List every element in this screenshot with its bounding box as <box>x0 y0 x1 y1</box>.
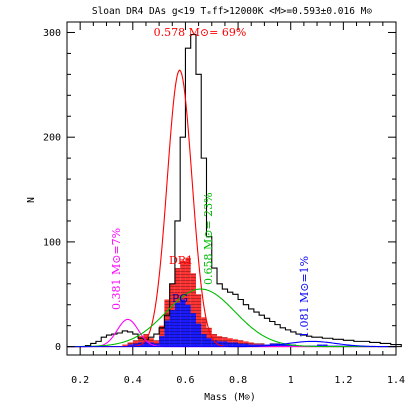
x-tick-label: 1.2 <box>334 375 352 386</box>
pg-bar <box>174 302 181 347</box>
x-tick-label: 1.4 <box>387 375 405 386</box>
chart-title: Sloan DR4 DAs g<19 Tₑff>12000K <M>=0.593… <box>92 6 373 17</box>
y-tick-label: 300 <box>43 28 61 39</box>
pg-bar <box>248 344 254 347</box>
x-tick-label: 1 <box>288 375 294 386</box>
dr1-bar <box>122 344 128 347</box>
pg-bar <box>238 343 244 347</box>
annotation-low-mass: 0.381 M⊙=7% <box>110 228 123 310</box>
annotation-main-peak: 0.578 M⊙= 69% <box>154 26 247 39</box>
dr1-bar <box>195 294 202 347</box>
dr1-bar <box>206 327 212 347</box>
pg-bar <box>227 342 233 347</box>
pg-bar <box>222 341 228 347</box>
x-tick-labels: 0.2 0.4 0.6 0.8 1 1.2 1.4 <box>71 375 405 386</box>
y-tick-label: 100 <box>43 237 61 248</box>
pg-bar <box>280 344 286 347</box>
pg-bar <box>243 343 249 347</box>
x-tick-label: 0.6 <box>176 375 194 386</box>
x-tick-label: 0.8 <box>229 375 247 386</box>
axis-ticks <box>66 22 397 355</box>
pg-bar <box>132 343 139 347</box>
gaussian-fit-3 <box>67 340 396 348</box>
pg-bar <box>322 344 328 347</box>
label-pg: PG <box>172 292 188 305</box>
pg-bar <box>143 341 149 347</box>
pg-bar <box>201 334 207 347</box>
plot-frame <box>66 21 397 356</box>
pg-bar <box>190 313 196 347</box>
x-tick-label: 0.2 <box>71 375 89 386</box>
gaussian-fit-curves <box>67 69 396 348</box>
annotation-high-mass: 1.081 M⊙=1% <box>298 256 311 338</box>
pg-bar <box>169 309 175 347</box>
gaussian-fit-2 <box>67 288 396 348</box>
dr1-bar <box>201 317 207 347</box>
y-tick-label: 0 <box>55 342 61 353</box>
annotation-mid-mass: 0.658 M⊙= 23% <box>202 192 215 285</box>
pg-bar <box>127 344 133 347</box>
sdss-histogram-step <box>67 34 402 348</box>
bar-hatch-lines <box>127 259 281 344</box>
pg-bar <box>285 344 291 347</box>
y-tick-labels: 0 100 200 300 <box>43 28 61 353</box>
pg-bar <box>180 299 186 347</box>
dr1-bar <box>138 336 144 347</box>
x-tick-label: 0.4 <box>124 375 142 386</box>
pg-bar <box>253 344 260 347</box>
pg-bar <box>159 336 165 347</box>
pg-bar <box>195 323 202 347</box>
plot-area <box>66 21 402 356</box>
pg-bar <box>153 343 160 347</box>
dr1-bar <box>185 257 191 347</box>
x-axis-label: Mass (M⊙) <box>204 392 255 403</box>
pg-bar <box>206 338 212 347</box>
y-tick-label: 200 <box>43 133 61 144</box>
pg-bar <box>217 341 223 347</box>
pg-bars <box>127 299 354 347</box>
label-dr1: DR1 <box>169 254 193 267</box>
pg-bar <box>164 320 170 347</box>
pg-bar <box>232 342 239 347</box>
dr1-bar <box>190 273 196 347</box>
y-axis-label: N <box>26 197 37 203</box>
pg-bar <box>317 344 323 347</box>
